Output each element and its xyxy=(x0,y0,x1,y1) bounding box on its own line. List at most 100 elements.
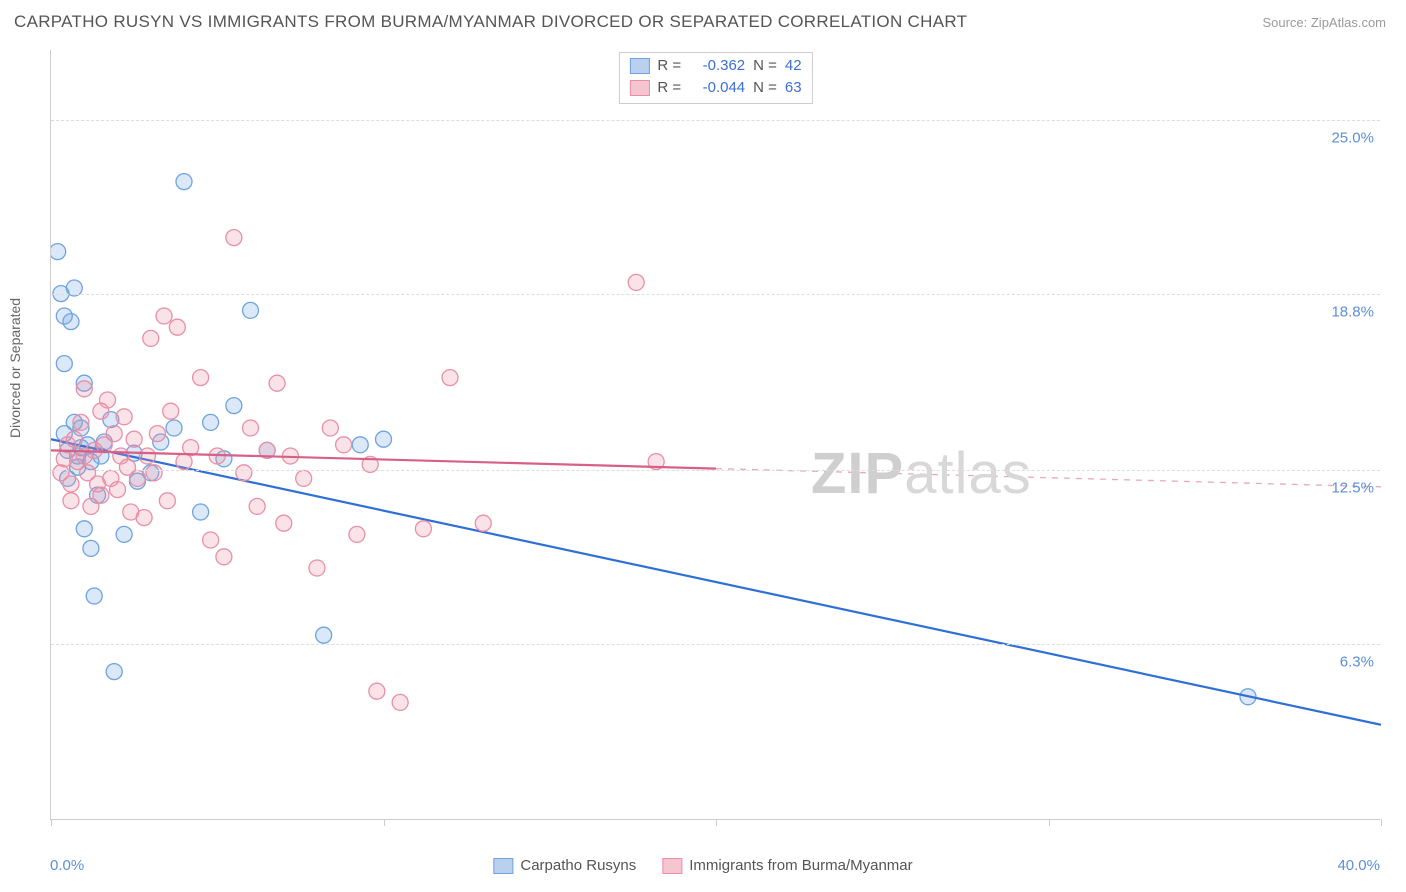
scatter-point xyxy=(76,521,92,537)
x-tick xyxy=(716,819,717,826)
scatter-point xyxy=(193,370,209,386)
scatter-point xyxy=(243,420,259,436)
scatter-point xyxy=(63,493,79,509)
scatter-point xyxy=(129,470,145,486)
scatter-point xyxy=(352,437,368,453)
grid-line xyxy=(51,644,1380,645)
y-tick-label: 6.3% xyxy=(1340,653,1374,670)
x-axis-min-label: 0.0% xyxy=(50,857,84,874)
scatter-point xyxy=(369,683,385,699)
x-tick xyxy=(1049,819,1050,826)
bottom-legend: Carpatho Rusyns Immigrants from Burma/My… xyxy=(493,857,912,874)
scatter-point xyxy=(169,319,185,335)
chart-plot-area: R = -0.362 N = 42 R = -0.044 N = 63 ZIPa… xyxy=(50,50,1380,820)
x-tick xyxy=(384,819,385,826)
scatter-point xyxy=(203,414,219,430)
n-value-0: 42 xyxy=(785,55,802,77)
scatter-point xyxy=(146,465,162,481)
scatter-point xyxy=(149,426,165,442)
scatter-point xyxy=(193,504,209,520)
scatter-point xyxy=(56,356,72,372)
r-label: R = xyxy=(657,55,681,77)
scatter-point xyxy=(100,392,116,408)
scatter-point xyxy=(316,627,332,643)
scatter-point xyxy=(243,302,259,318)
scatter-point xyxy=(309,560,325,576)
r-label: R = xyxy=(657,77,681,99)
scatter-point xyxy=(226,398,242,414)
y-axis-label: Divorced or Separated xyxy=(7,298,23,438)
scatter-point xyxy=(86,588,102,604)
scatter-point xyxy=(51,244,66,260)
y-tick-label: 25.0% xyxy=(1331,130,1374,147)
y-tick-label: 12.5% xyxy=(1331,480,1374,497)
legend-label-1: Immigrants from Burma/Myanmar xyxy=(689,857,912,874)
chart-source: Source: ZipAtlas.com xyxy=(1262,15,1386,30)
scatter-point xyxy=(415,521,431,537)
scatter-point xyxy=(93,487,109,503)
scatter-point xyxy=(126,431,142,447)
chart-title: CARPATHO RUSYN VS IMMIGRANTS FROM BURMA/… xyxy=(14,12,967,32)
scatter-point xyxy=(336,437,352,453)
grid-line xyxy=(51,470,1380,471)
scatter-point xyxy=(159,493,175,509)
legend-label-0: Carpatho Rusyns xyxy=(520,857,636,874)
scatter-point xyxy=(376,431,392,447)
scatter-point xyxy=(63,314,79,330)
scatter-point xyxy=(203,532,219,548)
scatter-svg xyxy=(51,50,1381,820)
scatter-point xyxy=(163,403,179,419)
scatter-point xyxy=(110,482,126,498)
scatter-point xyxy=(216,549,232,565)
scatter-point xyxy=(475,515,491,531)
scatter-point xyxy=(322,420,338,436)
trend-line-solid xyxy=(51,439,1381,725)
scatter-point xyxy=(66,431,82,447)
legend-item-0: Carpatho Rusyns xyxy=(493,857,636,874)
r-value-1: -0.044 xyxy=(687,77,745,99)
scatter-point xyxy=(392,694,408,710)
stats-row-series-1: R = -0.044 N = 63 xyxy=(629,77,801,99)
swatch-series-0 xyxy=(629,58,649,74)
grid-line xyxy=(51,294,1380,295)
scatter-point xyxy=(73,414,89,430)
scatter-point xyxy=(269,375,285,391)
scatter-point xyxy=(296,470,312,486)
x-axis-max-label: 40.0% xyxy=(1337,857,1380,874)
legend-item-1: Immigrants from Burma/Myanmar xyxy=(662,857,912,874)
scatter-point xyxy=(143,330,159,346)
n-value-1: 63 xyxy=(785,77,802,99)
scatter-point xyxy=(226,230,242,246)
scatter-point xyxy=(166,420,182,436)
chart-header: CARPATHO RUSYN VS IMMIGRANTS FROM BURMA/… xyxy=(0,0,1406,40)
scatter-point xyxy=(116,409,132,425)
scatter-point xyxy=(83,540,99,556)
trend-line-dashed xyxy=(716,469,1381,487)
scatter-point xyxy=(106,426,122,442)
scatter-point xyxy=(106,664,122,680)
scatter-point xyxy=(249,498,265,514)
scatter-point xyxy=(136,510,152,526)
correlation-stats-box: R = -0.362 N = 42 R = -0.044 N = 63 xyxy=(618,52,812,104)
scatter-point xyxy=(236,465,252,481)
n-label: N = xyxy=(753,55,777,77)
r-value-0: -0.362 xyxy=(687,55,745,77)
scatter-point xyxy=(116,526,132,542)
scatter-point xyxy=(176,174,192,190)
scatter-point xyxy=(63,476,79,492)
n-label: N = xyxy=(753,77,777,99)
x-tick xyxy=(51,819,52,826)
scatter-point xyxy=(276,515,292,531)
scatter-point xyxy=(76,381,92,397)
stats-row-series-0: R = -0.362 N = 42 xyxy=(629,55,801,77)
x-tick xyxy=(1381,819,1382,826)
legend-swatch-0 xyxy=(493,858,513,874)
grid-line xyxy=(51,120,1380,121)
scatter-point xyxy=(156,308,172,324)
scatter-point xyxy=(139,448,155,464)
y-tick-label: 18.8% xyxy=(1331,303,1374,320)
scatter-point xyxy=(442,370,458,386)
scatter-point xyxy=(628,274,644,290)
swatch-series-1 xyxy=(629,80,649,96)
legend-swatch-1 xyxy=(662,858,682,874)
